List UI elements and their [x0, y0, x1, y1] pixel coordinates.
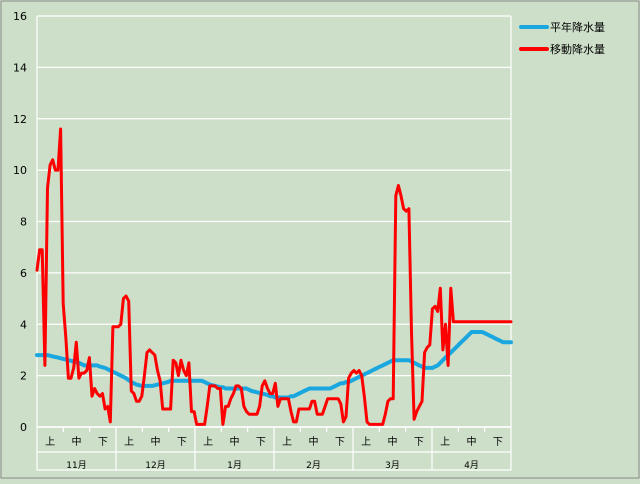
y-tick-label: 10: [13, 164, 27, 177]
x-subdivision-label: 中: [388, 435, 398, 448]
x-month-label: 12月: [145, 460, 165, 471]
x-subdivision-label: 中: [230, 435, 240, 448]
y-tick-label: 2: [20, 370, 27, 383]
x-subdivision-label: 上: [45, 436, 55, 448]
x-subdivision-label: 中: [72, 435, 82, 448]
x-subdivision-label: 下: [493, 437, 503, 448]
x-month-label: 3月: [385, 460, 400, 471]
x-subdivision-label: 中: [151, 435, 161, 448]
x-subdivision-label: 下: [256, 437, 266, 448]
y-tick-label: 8: [20, 216, 27, 229]
x-subdivision-label: 上: [282, 436, 292, 448]
legend-label: 平年降水量: [550, 20, 605, 34]
legend-label: 移動降水量: [550, 42, 605, 56]
y-tick-label: 0: [20, 421, 27, 434]
series-line-normal-precipitation: [35, 330, 513, 400]
y-axis-ticks: 0 2 4 6 8 10 12 14 16: [13, 10, 27, 434]
x-subdivision-label: 中: [467, 435, 477, 448]
x-axis: 上 中 下 11月 上 中 下 12月 上 中 下 1月 上 中 下 2月 上 中 下 3月 上 中 下 4月: [36, 426, 512, 471]
x-subdivision-label: 上: [440, 436, 450, 448]
x-month-label: 4月: [464, 460, 479, 471]
x-subdivision-label: 中: [309, 435, 319, 448]
x-subdivision-label: 上: [203, 436, 213, 448]
y-tick-label: 6: [20, 267, 27, 280]
series-line-moving-precipitation: [35, 127, 513, 426]
x-month-label: 2月: [306, 460, 321, 471]
chart-series: [35, 127, 513, 426]
x-subdivision-label: 上: [124, 436, 134, 448]
y-tick-label: 4: [20, 318, 27, 331]
x-subdivision-label: 下: [98, 437, 108, 448]
x-month-label: 11月: [66, 460, 86, 471]
x-subdivision-label: 下: [335, 437, 345, 448]
x-subdivision-label: 下: [414, 437, 424, 448]
y-tick-label: 14: [13, 61, 27, 74]
x-subdivision-label: 下: [177, 437, 187, 448]
y-tick-label: 16: [13, 10, 27, 23]
x-month-label: 1月: [227, 460, 242, 471]
chart-grid: [36, 15, 512, 428]
x-subdivision-label: 上: [361, 436, 371, 448]
y-tick-label: 12: [13, 113, 27, 126]
